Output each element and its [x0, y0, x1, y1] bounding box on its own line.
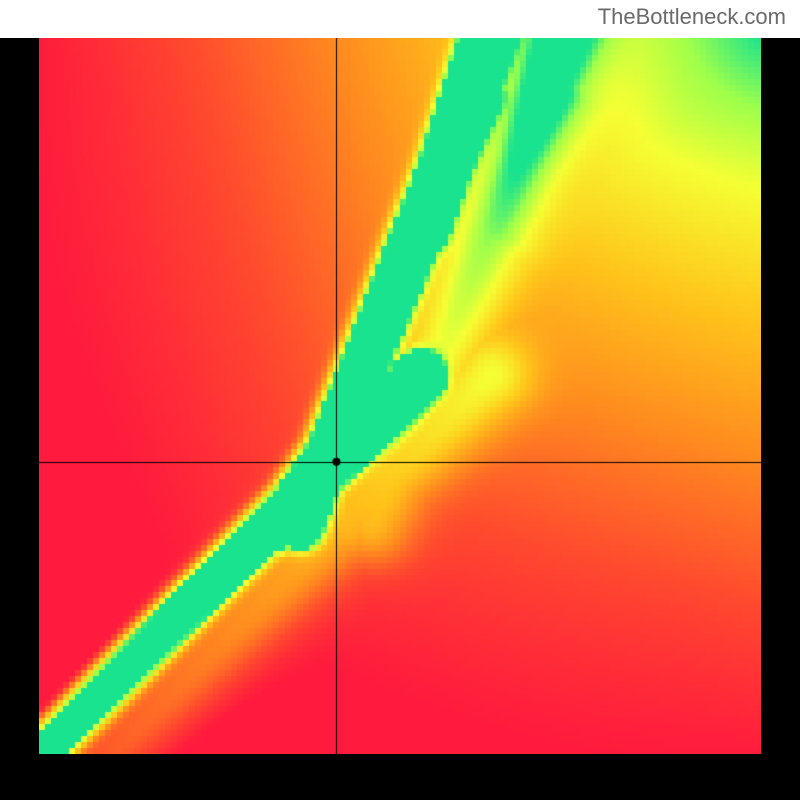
heatmap-plot — [39, 38, 761, 754]
watermark-text: TheBottleneck.com — [598, 4, 786, 30]
plot-frame — [0, 38, 800, 800]
